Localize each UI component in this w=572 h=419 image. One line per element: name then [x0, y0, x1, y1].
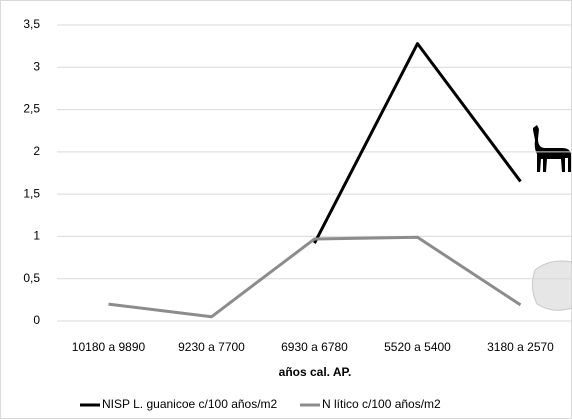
- llama-icon: [533, 125, 571, 172]
- y-tick-label: 0,5: [23, 271, 40, 285]
- lithic-icon: [531, 260, 572, 311]
- legend-label: N lítico c/100 años/m2: [322, 397, 441, 411]
- y-tick-label: 3: [33, 59, 40, 73]
- x-tick-label: 9230 a 7700: [178, 340, 245, 354]
- legend-label: NISP L. guanicoe c/100 años/m2: [102, 397, 278, 411]
- y-tick-label: 2,5: [23, 102, 40, 116]
- x-tick-label: 6930 a 6780: [281, 340, 348, 354]
- x-tick-label: 5520 a 5400: [384, 340, 451, 354]
- y-tick-label: 1: [33, 229, 40, 243]
- series-line: [313, 42, 522, 244]
- x-tick-label: 3180 a 2570: [487, 340, 554, 354]
- y-tick-label: 3,5: [23, 17, 40, 31]
- series-line: [108, 235, 522, 319]
- y-tick-label: 1,5: [23, 186, 40, 200]
- x-tick-label: 10180 a 9890: [72, 340, 146, 354]
- y-tick-label: 2: [33, 144, 40, 158]
- x-axis-title: años cal. AP.: [279, 365, 352, 379]
- y-tick-label: 0: [33, 313, 40, 327]
